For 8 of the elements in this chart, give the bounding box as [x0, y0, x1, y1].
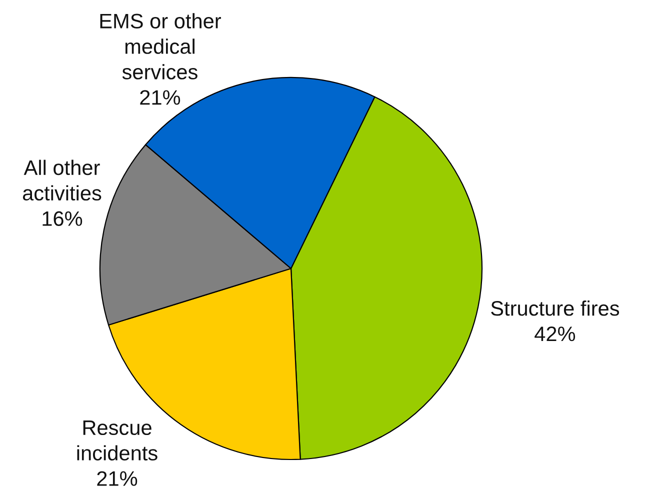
- slice-label: Structure fires: [491, 300, 620, 316]
- slice-label: Rescue incidents: [77, 420, 158, 461]
- slice-label: EMS or other medical services: [100, 13, 221, 80]
- data-label: 16%: [42, 211, 82, 226]
- data-label: 21%: [97, 471, 138, 486]
- data-label: 21%: [140, 90, 180, 105]
- slice-label: All other activities: [22, 160, 102, 201]
- data-label: 42%: [534, 326, 576, 342]
